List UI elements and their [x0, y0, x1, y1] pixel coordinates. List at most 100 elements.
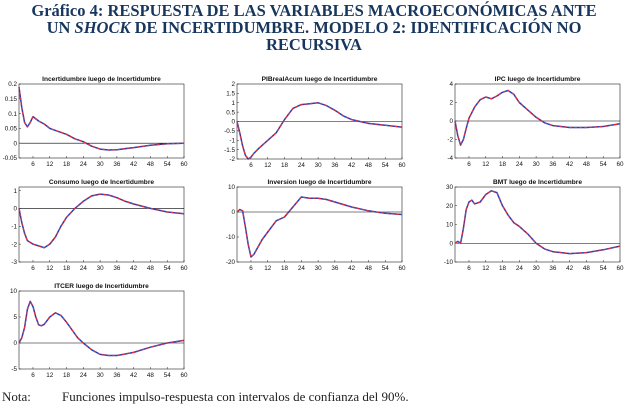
y-tick-label: 2 [449, 100, 453, 107]
y-tick-label: -1 [229, 137, 235, 144]
x-tick-label: 60 [180, 161, 188, 168]
panel-title: ITCER luego de Incertidumbre [54, 283, 149, 290]
title-line-2-suffix: DE INCERTIDUMBRE. MODELO 2: IDENTIFICACI… [130, 18, 582, 37]
y-tick-label: 0 [13, 340, 17, 347]
panel-title: IPC luego de Incertidumbre [495, 76, 581, 83]
x-tick-label: 60 [398, 162, 406, 169]
x-tick-label: 18 [63, 265, 71, 272]
x-tick-label: 42 [130, 372, 138, 379]
y-tick-label: -2 [447, 137, 453, 144]
x-tick-label: 12 [482, 161, 490, 168]
y-tick-label: 0 [13, 206, 17, 213]
y-tick-label: 10 [228, 184, 236, 191]
x-tick-label: 6 [467, 265, 471, 272]
x-tick-label: 12 [264, 265, 272, 272]
x-tick-label: 48 [147, 265, 155, 272]
x-tick-label: 18 [63, 372, 71, 379]
y-tick-label: -3 [11, 259, 17, 266]
x-tick-label: 18 [499, 161, 507, 168]
confidence-band-line [236, 196, 403, 258]
x-tick-label: 30 [97, 161, 105, 168]
y-tick-label: 0.1 [8, 111, 17, 118]
panel-title: Incertidumbre luego de Incertidumbre [42, 76, 161, 83]
figure-title: Gráfico 4: RESPUESTA DE LAS VARIABLES MA… [0, 2, 628, 53]
x-tick-label: 48 [365, 162, 373, 169]
irf-panel-3: IPC luego de Incertidumbre 6 12 18 24 30 36 42 4… [447, 76, 624, 168]
x-tick-label: 54 [600, 161, 608, 168]
x-tick-label: 36 [549, 265, 557, 272]
confidence-band-line [454, 190, 621, 255]
x-tick-label: 48 [147, 161, 155, 168]
panel-title: PIBrealAcum luego de Incertidumbre [262, 76, 378, 83]
x-tick-label: 12 [46, 161, 54, 168]
x-tick-label: 60 [398, 265, 406, 272]
panel-frame [236, 186, 403, 263]
x-tick-label: 48 [583, 265, 591, 272]
x-tick-label: 30 [97, 372, 105, 379]
x-tick-label: 42 [566, 161, 574, 168]
x-tick-label: 36 [113, 161, 121, 168]
x-tick-label: 42 [130, 265, 138, 272]
x-tick-label: 30 [533, 161, 541, 168]
irf-line [236, 102, 403, 160]
title-line-2-italic: SHOCK [74, 18, 131, 37]
panel-frame [18, 186, 185, 263]
x-tick-label: 24 [80, 372, 88, 379]
x-tick-label: 6 [467, 161, 471, 168]
y-tick-label: 0 [13, 140, 17, 147]
y-tick-label: -4 [447, 155, 453, 162]
x-tick-label: 60 [180, 265, 188, 272]
x-tick-label: 12 [482, 265, 490, 272]
confidence-band-line [236, 102, 403, 160]
x-tick-label: 6 [249, 265, 253, 272]
x-tick-label: 24 [298, 162, 306, 169]
x-tick-label: 30 [315, 162, 323, 169]
irf-panel-4: Consumo luego de Incertidumbre 6 12 18 24 30 3… [11, 179, 188, 272]
x-tick-label: 6 [249, 162, 253, 169]
y-tick-label: 0 [231, 119, 235, 126]
y-tick-label: 30 [446, 184, 454, 191]
x-tick-label: 36 [113, 265, 121, 272]
note-label: Nota: [2, 389, 31, 404]
x-tick-label: 30 [97, 265, 105, 272]
x-tick-label: 36 [331, 162, 339, 169]
y-tick-label: 0.15 [5, 96, 18, 103]
y-tick-label: 0.2 [8, 81, 17, 88]
x-tick-label: 24 [298, 265, 306, 272]
x-tick-label: 42 [348, 265, 356, 272]
x-tick-label: 48 [583, 161, 591, 168]
x-tick-label: 42 [348, 162, 356, 169]
irf-chart-grid: Incertidumbre luego de Incertidumbre 6 12 1… [3, 76, 624, 379]
title-line-2: UN SHOCK DE INCERTIDUMBRE. MODELO 2: IDE… [0, 19, 628, 36]
y-tick-label: -20 [226, 259, 236, 266]
irf-line [236, 196, 403, 258]
y-tick-label: -0.05 [3, 155, 18, 162]
figure-note: Nota: Funciones impulso-respuesta con int… [2, 389, 409, 405]
x-tick-label: 6 [31, 372, 35, 379]
y-tick-label: 10 [10, 288, 18, 295]
irf-panel-7: ITCER luego de Incertidumbre 6 12 18 24 30 36 4… [10, 283, 188, 379]
x-tick-label: 24 [516, 265, 524, 272]
x-tick-label: 60 [616, 161, 624, 168]
note-text: Funciones impulso-respuesta con interval… [62, 389, 409, 404]
x-tick-label: 24 [516, 161, 524, 168]
y-tick-label: -10 [444, 259, 454, 266]
x-tick-label: 36 [549, 161, 557, 168]
x-tick-label: 42 [130, 161, 138, 168]
y-tick-label: 1.5 [226, 91, 235, 98]
y-tick-label: -2 [11, 241, 17, 248]
x-tick-label: 6 [31, 161, 35, 168]
panel-frame [18, 290, 185, 370]
irf-line [18, 193, 185, 249]
x-tick-label: 60 [616, 265, 624, 272]
title-line-3: RECURSIVA [266, 35, 362, 54]
x-tick-label: 6 [31, 265, 35, 272]
y-tick-label: 20 [446, 203, 454, 210]
y-tick-label: -10 [226, 234, 236, 241]
confidence-band-line [18, 193, 185, 249]
y-tick-label: 2 [231, 81, 235, 88]
irf-line [18, 300, 185, 357]
x-tick-label: 54 [382, 162, 390, 169]
x-tick-label: 30 [315, 265, 323, 272]
